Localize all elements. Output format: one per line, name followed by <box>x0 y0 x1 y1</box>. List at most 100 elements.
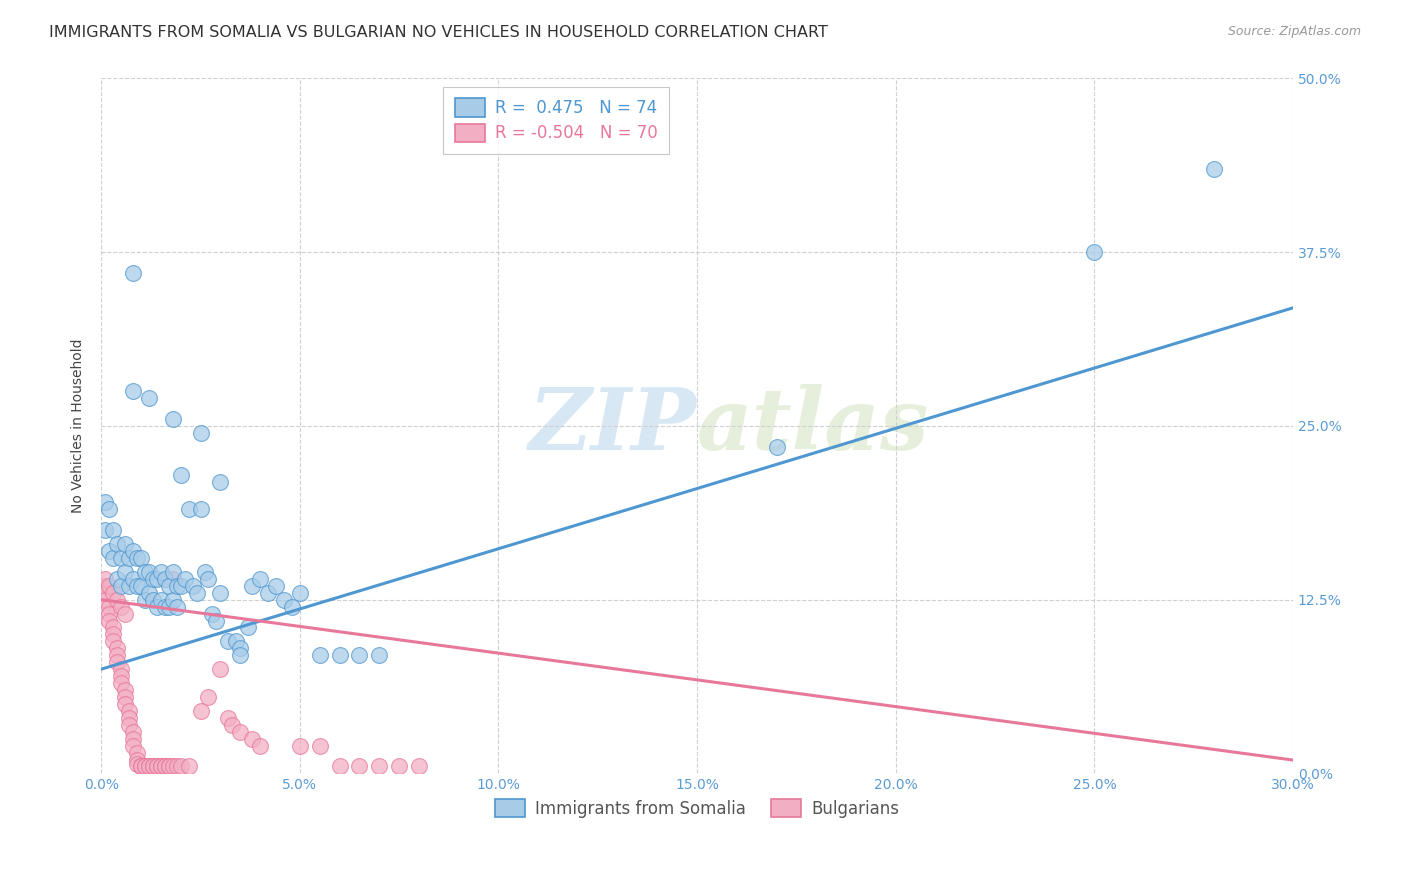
Point <box>129 759 152 773</box>
Legend: Immigrants from Somalia, Bulgarians: Immigrants from Somalia, Bulgarians <box>488 792 905 824</box>
Point <box>94 592 117 607</box>
Point <box>134 565 156 579</box>
Point <box>125 551 148 566</box>
Point <box>118 718 141 732</box>
Point <box>125 746 148 760</box>
Point <box>197 690 219 704</box>
Point <box>205 614 228 628</box>
Point <box>257 586 280 600</box>
Point <box>388 759 411 773</box>
Point <box>118 711 141 725</box>
Y-axis label: No Vehicles in Household: No Vehicles in Household <box>72 339 86 513</box>
Point <box>190 704 212 718</box>
Point <box>98 579 121 593</box>
Point <box>125 752 148 766</box>
Point <box>162 565 184 579</box>
Point <box>98 607 121 621</box>
Point <box>240 579 263 593</box>
Point <box>118 704 141 718</box>
Point <box>264 579 287 593</box>
Point <box>209 586 232 600</box>
Point <box>149 565 172 579</box>
Point <box>288 739 311 753</box>
Point <box>98 544 121 558</box>
Point <box>122 266 145 280</box>
Point <box>101 551 124 566</box>
Point <box>1202 161 1225 176</box>
Point <box>368 759 391 773</box>
Point <box>308 648 330 663</box>
Text: ZIP: ZIP <box>529 384 697 467</box>
Point <box>181 579 204 593</box>
Point <box>169 579 191 593</box>
Point <box>240 731 263 746</box>
Point <box>105 572 128 586</box>
Point <box>98 599 121 614</box>
Point <box>110 669 132 683</box>
Point <box>101 634 124 648</box>
Point <box>308 739 330 753</box>
Point <box>138 759 160 773</box>
Point <box>229 648 252 663</box>
Point <box>217 634 239 648</box>
Point <box>122 384 145 399</box>
Point <box>157 579 180 593</box>
Point <box>162 592 184 607</box>
Point <box>249 572 271 586</box>
Point <box>114 607 136 621</box>
Point <box>288 586 311 600</box>
Point <box>162 759 184 773</box>
Text: IMMIGRANTS FROM SOMALIA VS BULGARIAN NO VEHICLES IN HOUSEHOLD CORRELATION CHART: IMMIGRANTS FROM SOMALIA VS BULGARIAN NO … <box>49 25 828 40</box>
Point <box>114 697 136 711</box>
Point <box>110 551 132 566</box>
Point <box>125 579 148 593</box>
Point <box>125 756 148 771</box>
Point <box>166 599 188 614</box>
Point <box>162 572 184 586</box>
Point <box>138 565 160 579</box>
Point <box>146 572 169 586</box>
Point <box>105 641 128 656</box>
Point <box>134 592 156 607</box>
Point <box>329 648 352 663</box>
Point <box>101 523 124 537</box>
Point <box>149 759 172 773</box>
Point <box>101 627 124 641</box>
Point <box>166 579 188 593</box>
Point <box>110 662 132 676</box>
Point <box>177 502 200 516</box>
Point <box>114 683 136 698</box>
Point <box>122 731 145 746</box>
Point <box>114 690 136 704</box>
Point <box>94 579 117 593</box>
Point <box>197 572 219 586</box>
Point <box>110 579 132 593</box>
Point <box>146 599 169 614</box>
Point <box>110 676 132 690</box>
Point <box>193 565 215 579</box>
Point <box>142 759 165 773</box>
Point <box>209 662 232 676</box>
Point <box>138 759 160 773</box>
Point <box>1083 245 1105 260</box>
Point <box>94 586 117 600</box>
Point <box>114 565 136 579</box>
Point <box>153 599 176 614</box>
Point <box>122 724 145 739</box>
Point <box>138 586 160 600</box>
Point <box>177 759 200 773</box>
Point <box>138 391 160 405</box>
Point <box>153 759 176 773</box>
Point <box>94 523 117 537</box>
Point <box>105 648 128 663</box>
Text: Source: ZipAtlas.com: Source: ZipAtlas.com <box>1227 25 1361 38</box>
Point <box>142 572 165 586</box>
Point <box>157 759 180 773</box>
Point <box>349 759 371 773</box>
Point <box>186 586 208 600</box>
Point <box>169 759 191 773</box>
Point <box>149 592 172 607</box>
Point <box>146 759 169 773</box>
Point <box>169 467 191 482</box>
Point <box>408 759 430 773</box>
